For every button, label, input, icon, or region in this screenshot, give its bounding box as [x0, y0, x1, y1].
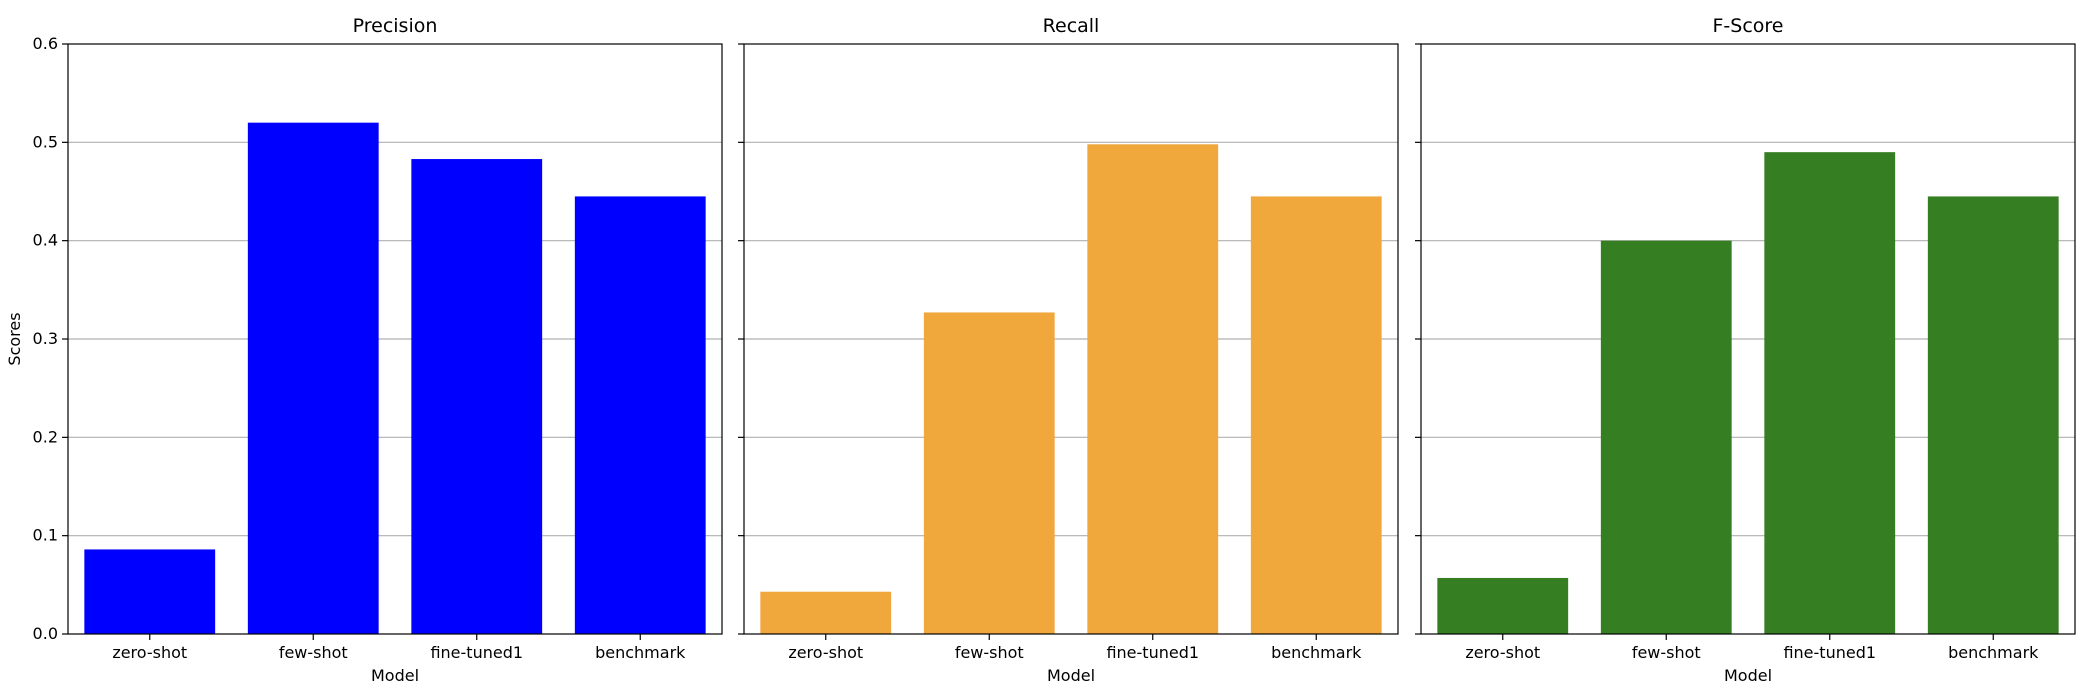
- x-tick-label: benchmark: [595, 643, 686, 662]
- y-tick-label: 0.5: [33, 132, 58, 151]
- x-tick-label: zero-shot: [1465, 643, 1540, 662]
- y-axis-label: Scores: [5, 312, 24, 365]
- x-axis-label: Model: [1047, 666, 1095, 685]
- plot-frame-1: [743, 43, 1399, 635]
- bar-zero-shot: [84, 549, 216, 634]
- x-tick-label: zero-shot: [788, 643, 863, 662]
- chart-title: Precision: [353, 15, 438, 37]
- x-axis-label: Model: [371, 666, 419, 685]
- y-tick-label: 0.6: [33, 34, 58, 53]
- x-tick-label: zero-shot: [112, 643, 187, 662]
- y-tick-label: 0.1: [33, 526, 58, 545]
- x-tick-label: fine-tuned1: [1783, 643, 1876, 662]
- bar-fine-tuned1: [411, 159, 543, 635]
- x-tick-label: fine-tuned1: [1106, 643, 1199, 662]
- bar-zero-shot: [1437, 577, 1569, 634]
- bar-few-shot: [923, 312, 1055, 634]
- bar-zero-shot: [760, 591, 892, 634]
- x-tick-label: benchmark: [1271, 643, 1362, 662]
- y-tick-label: 0.0: [33, 624, 58, 643]
- bar-benchmark: [1927, 196, 2059, 634]
- chart-title: F-Score: [1713, 15, 1784, 37]
- x-axis-label: Model: [1724, 666, 1772, 685]
- y-tick-label: 0.4: [33, 231, 58, 250]
- bar-benchmark: [1250, 196, 1382, 634]
- plot-frame-2: [1420, 43, 2076, 635]
- chart-title: Recall: [1043, 15, 1100, 37]
- x-tick-label: benchmark: [1948, 643, 2039, 662]
- bar-few-shot: [247, 122, 379, 635]
- y-tick-label: 0.2: [33, 427, 58, 446]
- x-tick-label: few-shot: [1632, 643, 1701, 662]
- bar-benchmark: [574, 196, 706, 634]
- bar-few-shot: [1600, 240, 1732, 634]
- bar-fine-tuned1: [1764, 152, 1896, 634]
- y-tick-label: 0.3: [33, 329, 58, 348]
- x-tick-label: few-shot: [955, 643, 1024, 662]
- x-tick-label: few-shot: [279, 643, 348, 662]
- x-tick-label: fine-tuned1: [430, 643, 523, 662]
- plot-frame-0: [67, 43, 723, 635]
- bar-fine-tuned1: [1087, 144, 1219, 635]
